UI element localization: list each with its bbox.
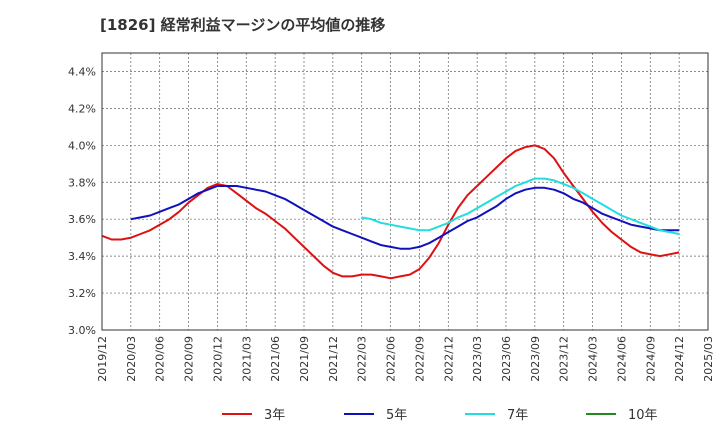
x-tick-label: 2020/12 <box>211 336 224 382</box>
x-axis: 2019/12 2020/03 2020/06 2020/09 2020/12 2021/… <box>96 336 715 382</box>
y-tick-label: 4.4% <box>68 65 96 78</box>
x-tick-label: 2021/03 <box>240 336 253 382</box>
x-tick-label: 2020/09 <box>183 336 196 382</box>
y-tick-label: 3.8% <box>68 176 96 189</box>
series-line-2 <box>130 185 680 250</box>
y-axis: 3.0% 3.2% 3.4% 3.6% 3.8% 4.0% 4.2% 4.4% <box>68 65 96 337</box>
x-tick-label: 2023/12 <box>558 336 571 382</box>
x-tick-label: 2020/06 <box>154 336 167 382</box>
y-tick-label: 3.6% <box>68 213 96 226</box>
x-tick-label: 2022/12 <box>442 336 455 382</box>
x-tick-label: 2021/09 <box>298 336 311 382</box>
x-tick-label: 2024/06 <box>615 336 628 382</box>
x-tick-label: 2023/09 <box>529 336 542 382</box>
series-line-1 <box>101 144 680 280</box>
legend-label: 7年 <box>507 408 528 423</box>
y-tick-label: 4.0% <box>68 139 96 152</box>
series-lines <box>101 144 680 280</box>
x-tick-label: 2019/12 <box>96 336 109 382</box>
legend-label: 5年 <box>386 408 407 423</box>
x-tick-label: 2022/09 <box>413 336 426 382</box>
y-tick-label: 3.0% <box>68 324 96 337</box>
x-tick-label: 2024/09 <box>644 336 657 382</box>
chart-title: [1826] 経常利益マージンの平均値の推移 <box>100 16 385 34</box>
legend-label: 3年 <box>264 408 285 423</box>
y-tick-label: 3.4% <box>68 250 96 263</box>
x-tick-label: 2021/12 <box>327 336 340 382</box>
legend-label: 10年 <box>628 408 658 423</box>
legend: 3年 5年 7年 10年 <box>222 408 658 423</box>
series-line-3 <box>361 177 680 235</box>
x-tick-label: 2020/03 <box>125 336 138 382</box>
y-tick-label: 4.2% <box>68 102 96 115</box>
x-tick-label: 2022/03 <box>356 336 369 382</box>
x-tick-label: 2021/06 <box>269 336 282 382</box>
x-tick-label: 2022/06 <box>385 336 398 382</box>
x-tick-label: 2023/06 <box>500 336 513 382</box>
x-tick-label: 2024/12 <box>673 336 686 382</box>
x-tick-label: 2024/03 <box>587 336 600 382</box>
grid <box>102 53 708 330</box>
x-tick-label: 2023/03 <box>471 336 484 382</box>
plot-area-frame <box>101 52 709 331</box>
x-tick-label: 2025/03 <box>702 336 715 382</box>
y-tick-label: 3.2% <box>68 287 96 300</box>
